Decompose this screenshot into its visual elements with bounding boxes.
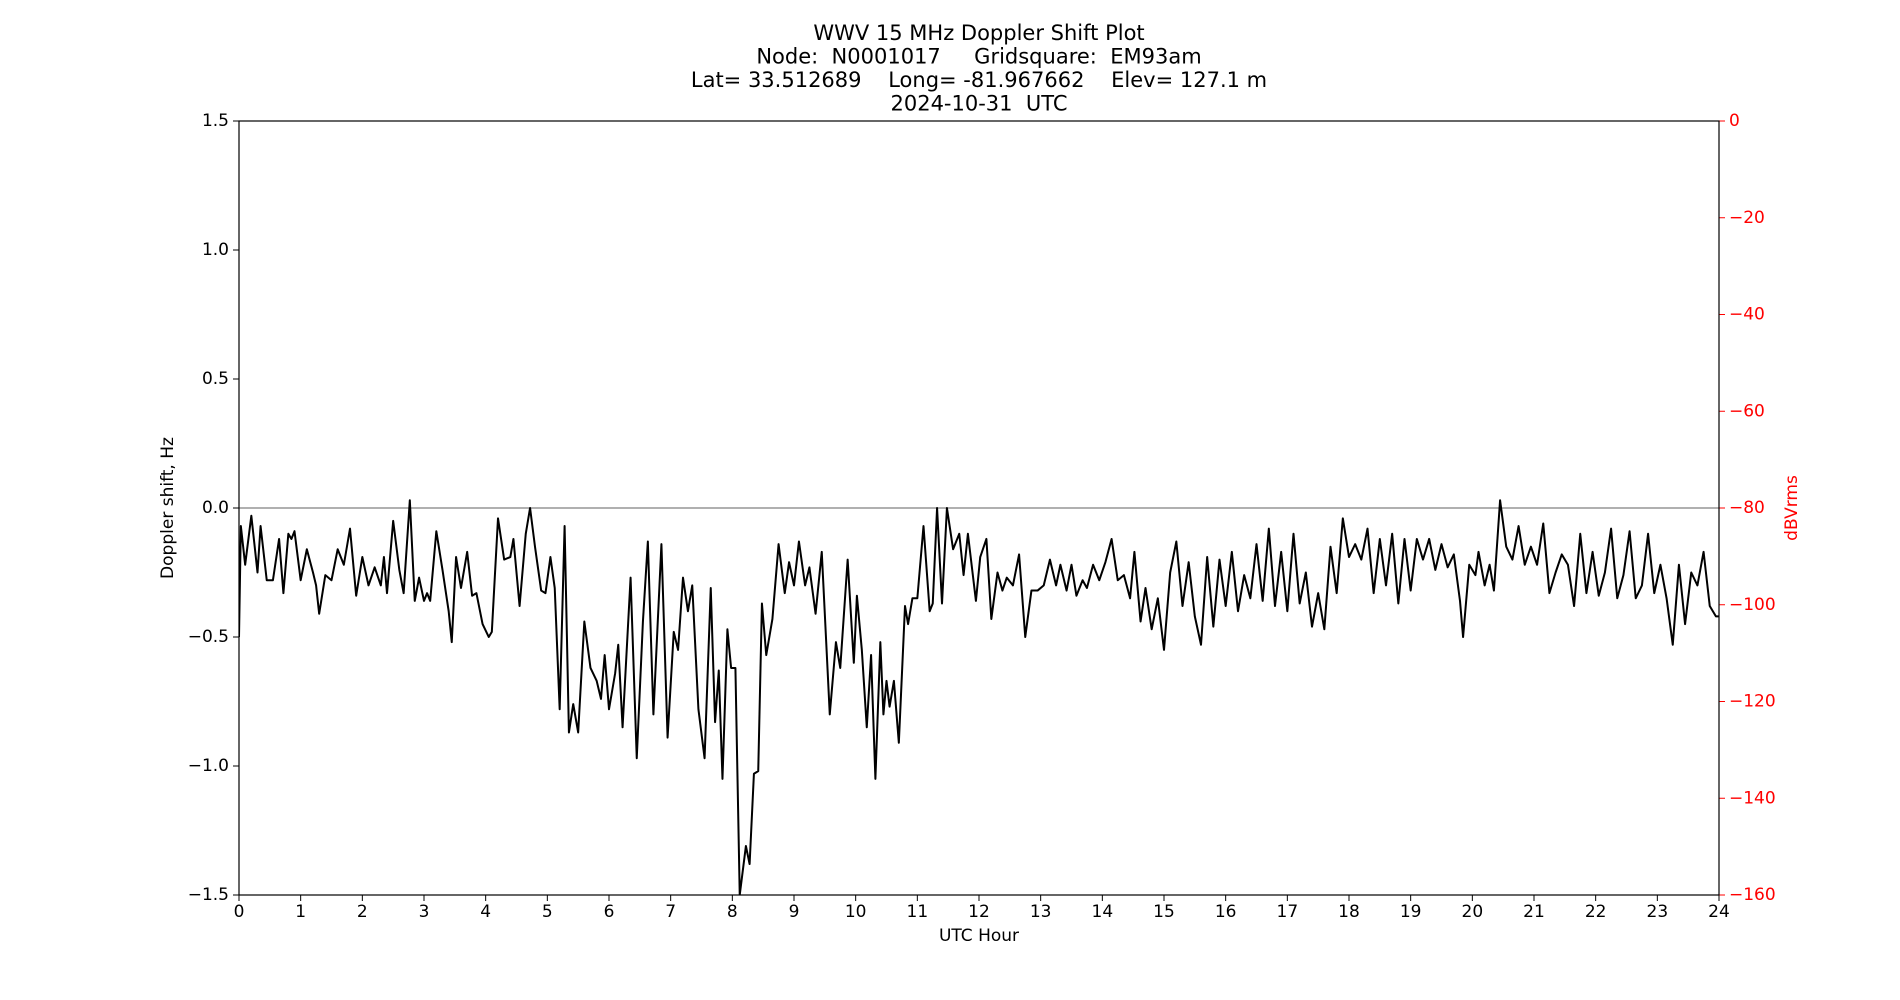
x-tick-label: 24 xyxy=(1708,902,1730,922)
y2-tick-label: −120 xyxy=(1729,692,1776,712)
chart-title: WWV 15 MHz Doppler Shift Plot xyxy=(813,21,1144,45)
x-tick-label: 22 xyxy=(1585,902,1607,922)
y-axis-label: Doppler shift, Hz xyxy=(158,437,178,579)
x-tick-label: 16 xyxy=(1215,902,1237,922)
axes-frame xyxy=(238,120,1720,896)
x-tick-label: 4 xyxy=(480,902,491,922)
x-tick-label: 14 xyxy=(1092,902,1114,922)
chart-title: Node: N0001017 Gridsquare: EM93am xyxy=(756,45,1201,69)
x-tick-label: 1 xyxy=(295,902,306,922)
x-tick-label: 11 xyxy=(907,902,929,922)
x-tick-label: 19 xyxy=(1400,902,1422,922)
y2-axis-label: dBVrms xyxy=(1782,475,1802,541)
y2-tick-label: −40 xyxy=(1729,305,1765,325)
x-tick-label: 20 xyxy=(1462,902,1484,922)
y-tick-label: −0.5 xyxy=(188,627,229,647)
y2-tick-label: 0 xyxy=(1729,111,1740,131)
x-tick-label: 12 xyxy=(968,902,990,922)
y-tick-label: 1.0 xyxy=(202,240,229,260)
x-tick-label: 7 xyxy=(665,902,676,922)
y-tick-label: −1.5 xyxy=(188,885,229,905)
y2-tick-label: −20 xyxy=(1729,208,1765,228)
x-tick-label: 3 xyxy=(419,902,430,922)
x-tick-label: 9 xyxy=(789,902,800,922)
x-axis-label: UTC Hour xyxy=(939,926,1019,946)
x-tick-label: 13 xyxy=(1030,902,1052,922)
x-tick-label: 17 xyxy=(1277,902,1299,922)
x-tick-label: 15 xyxy=(1153,902,1175,922)
x-tick-label: 23 xyxy=(1647,902,1669,922)
y2-tick-label: −160 xyxy=(1729,885,1776,905)
y2-tick-label: −100 xyxy=(1729,595,1776,615)
chart-title: 2024-10-31 UTC xyxy=(890,92,1067,116)
x-tick-label: 2 xyxy=(357,902,368,922)
y-tick-label: 0.5 xyxy=(202,369,229,389)
x-tick-label: 10 xyxy=(845,902,867,922)
y2-tick-label: −140 xyxy=(1729,788,1776,808)
y2-tick-label: −60 xyxy=(1729,401,1765,421)
chart-title: Lat= 33.512689 Long= -81.967662 Elev= 12… xyxy=(691,68,1267,92)
x-tick-label: 5 xyxy=(542,902,553,922)
data-line xyxy=(239,499,1719,895)
y2-tick-label: −80 xyxy=(1729,498,1765,518)
x-tick-label: 0 xyxy=(234,902,245,922)
x-tick-label: 8 xyxy=(727,902,738,922)
y-tick-label: 0.0 xyxy=(202,498,229,518)
y-tick-label: 1.5 xyxy=(202,111,229,131)
y-tick-label: −1.0 xyxy=(188,756,229,776)
x-tick-label: 18 xyxy=(1338,902,1360,922)
x-tick-label: 6 xyxy=(604,902,615,922)
x-tick-label: 21 xyxy=(1523,902,1545,922)
